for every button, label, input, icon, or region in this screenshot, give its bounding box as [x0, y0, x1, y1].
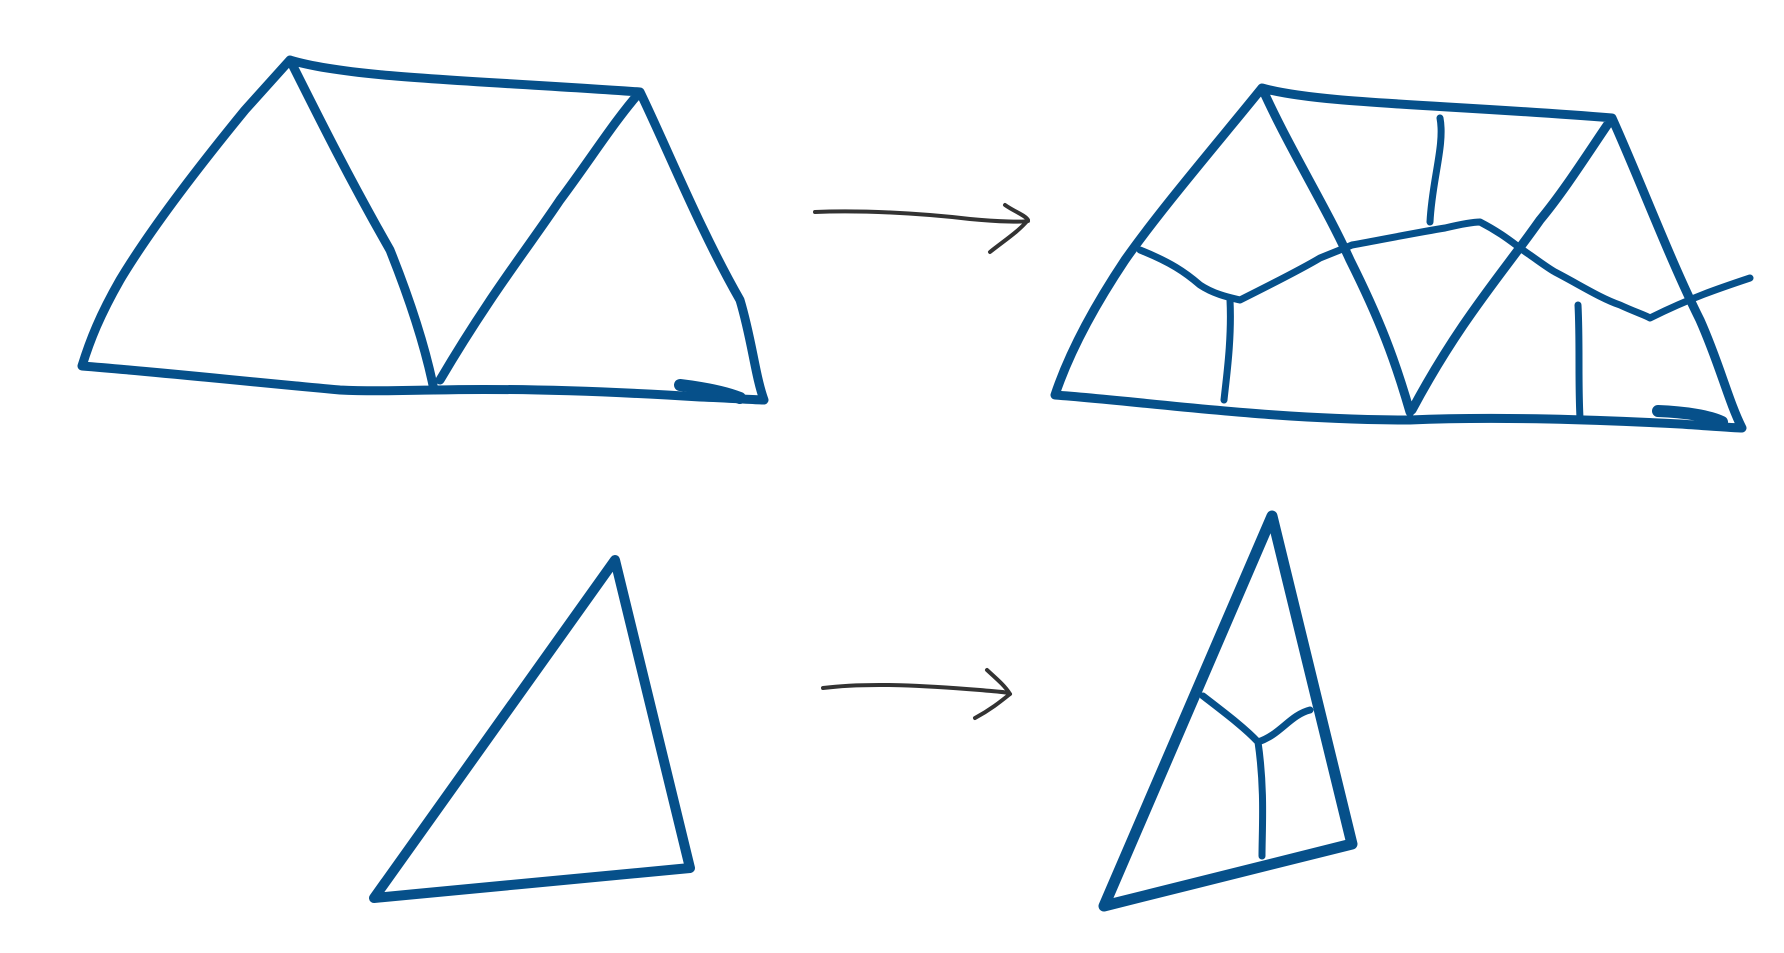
arrow-row-2-head [973, 668, 1012, 720]
result-trapezoid-corner-mark [1652, 405, 1728, 428]
source-trapezoid [77, 55, 769, 405]
result-triangle [1098, 510, 1358, 912]
result-triangle-subdivision-lines [1199, 692, 1314, 860]
result-trapezoid [1050, 83, 1754, 433]
result-trapezoid-outline [1050, 83, 1747, 433]
arrow-row-1-head [988, 203, 1030, 254]
source-trapezoid-outline [77, 55, 769, 405]
source-triangle-outline [369, 555, 695, 903]
source-triangle [369, 555, 695, 903]
source-trapezoid-corner-mark [674, 379, 746, 404]
result-triangle-outline [1098, 510, 1358, 912]
arrow-row-2-shaft [821, 682, 1012, 696]
arrow-row-1 [813, 203, 1030, 254]
arrow-row-1-shaft [813, 209, 1030, 224]
result-trapezoid-subdivision-lines [1136, 114, 1754, 422]
arrow-row-2 [821, 668, 1012, 720]
